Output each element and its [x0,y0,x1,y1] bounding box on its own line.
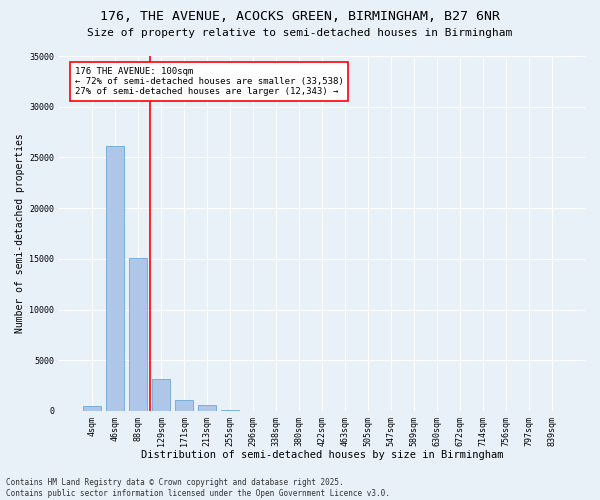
Bar [198,405,216,411]
Bar [221,410,239,411]
Text: 176 THE AVENUE: 100sqm
← 72% of semi-detached houses are smaller (33,538)
27% of: 176 THE AVENUE: 100sqm ← 72% of semi-det… [75,66,344,96]
Text: Contains HM Land Registry data © Crown copyright and database right 2025.
Contai: Contains HM Land Registry data © Crown c… [6,478,390,498]
Bar [129,258,148,411]
Bar [106,146,124,411]
Bar [83,406,101,411]
X-axis label: Distribution of semi-detached houses by size in Birmingham: Distribution of semi-detached houses by … [141,450,503,460]
Y-axis label: Number of semi-detached properties: Number of semi-detached properties [15,134,25,334]
Text: 176, THE AVENUE, ACOCKS GREEN, BIRMINGHAM, B27 6NR: 176, THE AVENUE, ACOCKS GREEN, BIRMINGHA… [100,10,500,23]
Bar [175,400,193,411]
Text: Size of property relative to semi-detached houses in Birmingham: Size of property relative to semi-detach… [88,28,512,38]
Bar [152,378,170,411]
